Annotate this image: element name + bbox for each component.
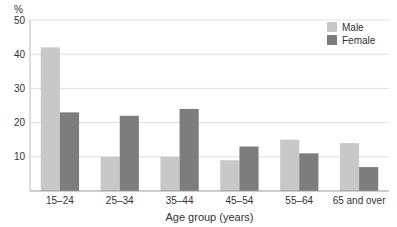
x-tick-label: 55–64 — [285, 195, 313, 206]
y-tick-label: 30 — [14, 83, 26, 94]
y-tick-label: 40 — [14, 49, 26, 60]
chart-container: 10 20 30 40 50 15–24 25–34 35–44 45–54 55–64 65 an… — [0, 0, 397, 227]
bar — [340, 143, 359, 191]
bar — [239, 147, 258, 191]
legend-swatch — [327, 22, 337, 32]
y-tick-label: 50 — [14, 15, 26, 26]
bar — [220, 160, 239, 191]
x-tick-label: 25–34 — [106, 195, 134, 206]
bar — [101, 157, 120, 191]
grid — [30, 20, 389, 157]
legend-swatch — [327, 35, 337, 45]
grid-line — [30, 20, 389, 21]
grid-line — [30, 122, 389, 123]
y-tick-label: 10 — [14, 151, 26, 162]
x-axis-label: Age group (years) — [165, 211, 253, 223]
bar — [180, 109, 199, 191]
y-axis-line — [30, 20, 31, 191]
legend: Male Female — [327, 22, 376, 46]
grid-line — [30, 88, 389, 89]
bar — [60, 112, 79, 191]
bar — [41, 47, 60, 191]
bar — [359, 167, 378, 191]
bars — [41, 47, 378, 191]
grid-line — [30, 156, 389, 157]
x-tick-label: 35–44 — [166, 195, 194, 206]
legend-label: Male — [342, 22, 364, 33]
x-tick-label: 65 and over — [333, 195, 386, 206]
legend-label: Female — [342, 35, 376, 46]
bar — [120, 116, 139, 191]
plot-area: 10 20 30 40 50 15–24 25–34 35–44 45–54 55–64 65 an… — [14, 15, 389, 207]
x-tick-label: 45–54 — [226, 195, 254, 206]
bar — [160, 157, 179, 191]
y-tick-label: 20 — [14, 117, 26, 128]
bar — [299, 153, 318, 191]
grid-line — [30, 54, 389, 55]
x-tick-label: 15–24 — [46, 195, 74, 206]
x-axis-line — [30, 191, 389, 192]
y-axis-label: % — [14, 4, 23, 15]
chart-svg: 10 20 30 40 50 15–24 25–34 35–44 45–54 55–64 65 an… — [0, 0, 397, 227]
bar — [280, 140, 299, 191]
